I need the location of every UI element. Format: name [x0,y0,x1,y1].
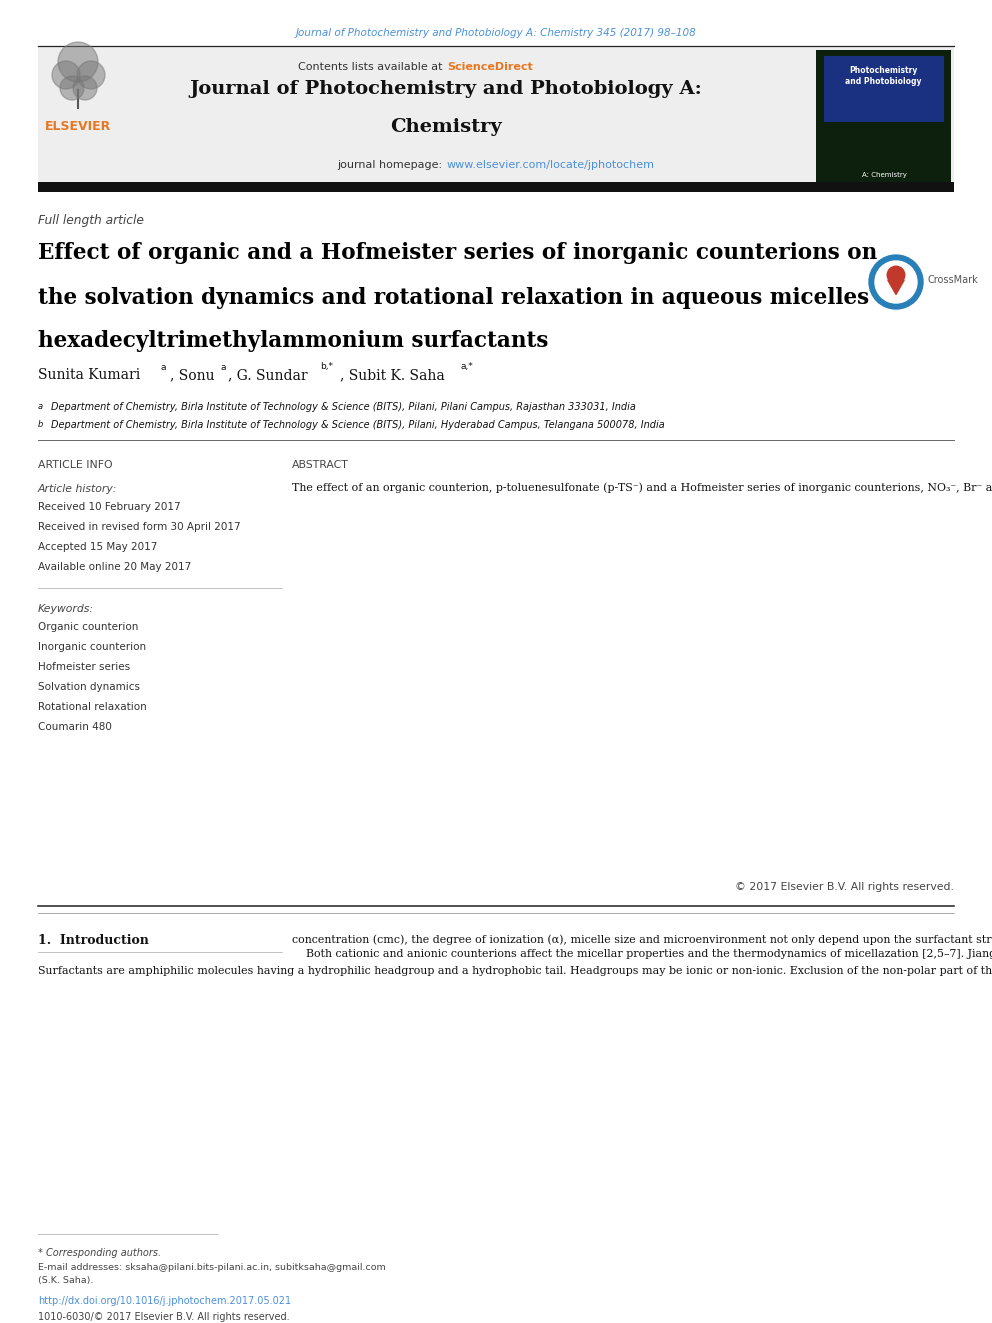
Text: Accepted 15 May 2017: Accepted 15 May 2017 [38,542,158,552]
Text: journal homepage:: journal homepage: [337,160,446,169]
Text: www.elsevier.com/locate/jphotochem: www.elsevier.com/locate/jphotochem [447,160,655,169]
Text: the solvation dynamics and rotational relaxation in aqueous micelles of: the solvation dynamics and rotational re… [38,287,901,310]
Text: http://dx.doi.org/10.1016/j.jphotochem.2017.05.021: http://dx.doi.org/10.1016/j.jphotochem.2… [38,1297,291,1306]
Text: 1.  Introduction: 1. Introduction [38,934,149,947]
Bar [824,56,944,122]
Bar [816,50,951,184]
Text: Article history:: Article history: [38,484,117,493]
Bar [38,183,954,192]
Text: © 2017 Elsevier B.V. All rights reserved.: © 2017 Elsevier B.V. All rights reserved… [735,882,954,892]
Text: A: Chemistry: A: Chemistry [862,172,907,179]
Text: Journal of Photochemistry and Photobiology A:: Journal of Photochemistry and Photobiolo… [189,79,702,98]
Text: b: b [38,419,44,429]
Text: ABSTRACT: ABSTRACT [292,460,349,470]
Text: , G. Sundar: , G. Sundar [228,368,308,382]
Text: E-mail addresses: sksaha@pilani.bits-pilani.ac.in, subitksaha@gmail.com: E-mail addresses: sksaha@pilani.bits-pil… [38,1263,386,1271]
Text: CrossMark: CrossMark [927,275,978,284]
Text: * Corresponding authors.: * Corresponding authors. [38,1248,161,1258]
Text: Available online 20 May 2017: Available online 20 May 2017 [38,562,191,572]
Text: Photochemistry
and Photobiology: Photochemistry and Photobiology [845,66,922,86]
Text: Coumarin 480: Coumarin 480 [38,722,112,732]
Text: (S.K. Saha).: (S.K. Saha). [38,1275,93,1285]
Text: Inorganic counterion: Inorganic counterion [38,642,146,652]
Text: concentration (cmc), the degree of ionization (α), micelle size and microenviron: concentration (cmc), the degree of ioniz… [292,934,992,959]
Polygon shape [888,280,904,295]
Text: Department of Chemistry, Birla Institute of Technology & Science (BITS), Pilani,: Department of Chemistry, Birla Institute… [51,419,665,430]
Text: Rotational relaxation: Rotational relaxation [38,703,147,712]
Circle shape [77,61,105,89]
Text: Sunita Kumari: Sunita Kumari [38,368,140,382]
Text: Journal of Photochemistry and Photobiology A: Chemistry 345 (2017) 98–108: Journal of Photochemistry and Photobiolo… [296,28,696,38]
Text: Full length article: Full length article [38,214,144,228]
Text: Contents lists available at: Contents lists available at [298,62,446,71]
Text: Solvation dynamics: Solvation dynamics [38,681,140,692]
Bar [38,46,954,188]
Text: Received 10 February 2017: Received 10 February 2017 [38,501,181,512]
Circle shape [869,255,923,310]
Circle shape [875,261,917,303]
Text: The effect of an organic counterion, p-toluenesulfonate (p-TS⁻) and a Hofmeister: The effect of an organic counterion, p-t… [292,482,992,492]
Text: Keywords:: Keywords: [38,605,94,614]
Text: b,*: b,* [320,363,333,372]
Text: Department of Chemistry, Birla Institute of Technology & Science (BITS), Pilani,: Department of Chemistry, Birla Institute… [51,402,636,411]
Text: a: a [160,363,166,372]
Circle shape [887,266,905,284]
Text: , Subit K. Saha: , Subit K. Saha [340,368,444,382]
Text: ARTICLE INFO: ARTICLE INFO [38,460,113,470]
Circle shape [58,42,98,82]
Text: ELSEVIER: ELSEVIER [45,120,111,134]
Circle shape [60,75,84,101]
Text: 1010-6030/© 2017 Elsevier B.V. All rights reserved.: 1010-6030/© 2017 Elsevier B.V. All right… [38,1312,290,1322]
Text: , Sonu: , Sonu [170,368,214,382]
Text: a,*: a,* [460,363,473,372]
Text: a: a [38,402,43,411]
Text: Surfactants are amphiphilic molecules having a hydrophilic headgroup and a hydro: Surfactants are amphiphilic molecules ha… [38,966,992,976]
Text: Hofmeister series: Hofmeister series [38,662,130,672]
Circle shape [73,75,97,101]
Text: hexadecyltrimethylammonium surfactants: hexadecyltrimethylammonium surfactants [38,329,549,352]
Text: Received in revised form 30 April 2017: Received in revised form 30 April 2017 [38,523,241,532]
Text: Effect of organic and a Hofmeister series of inorganic counterions on: Effect of organic and a Hofmeister serie… [38,242,877,265]
Text: Organic counterion: Organic counterion [38,622,138,632]
Circle shape [52,61,80,89]
Text: a: a [220,363,225,372]
Text: Chemistry: Chemistry [390,118,502,136]
Text: ScienceDirect: ScienceDirect [447,62,533,71]
